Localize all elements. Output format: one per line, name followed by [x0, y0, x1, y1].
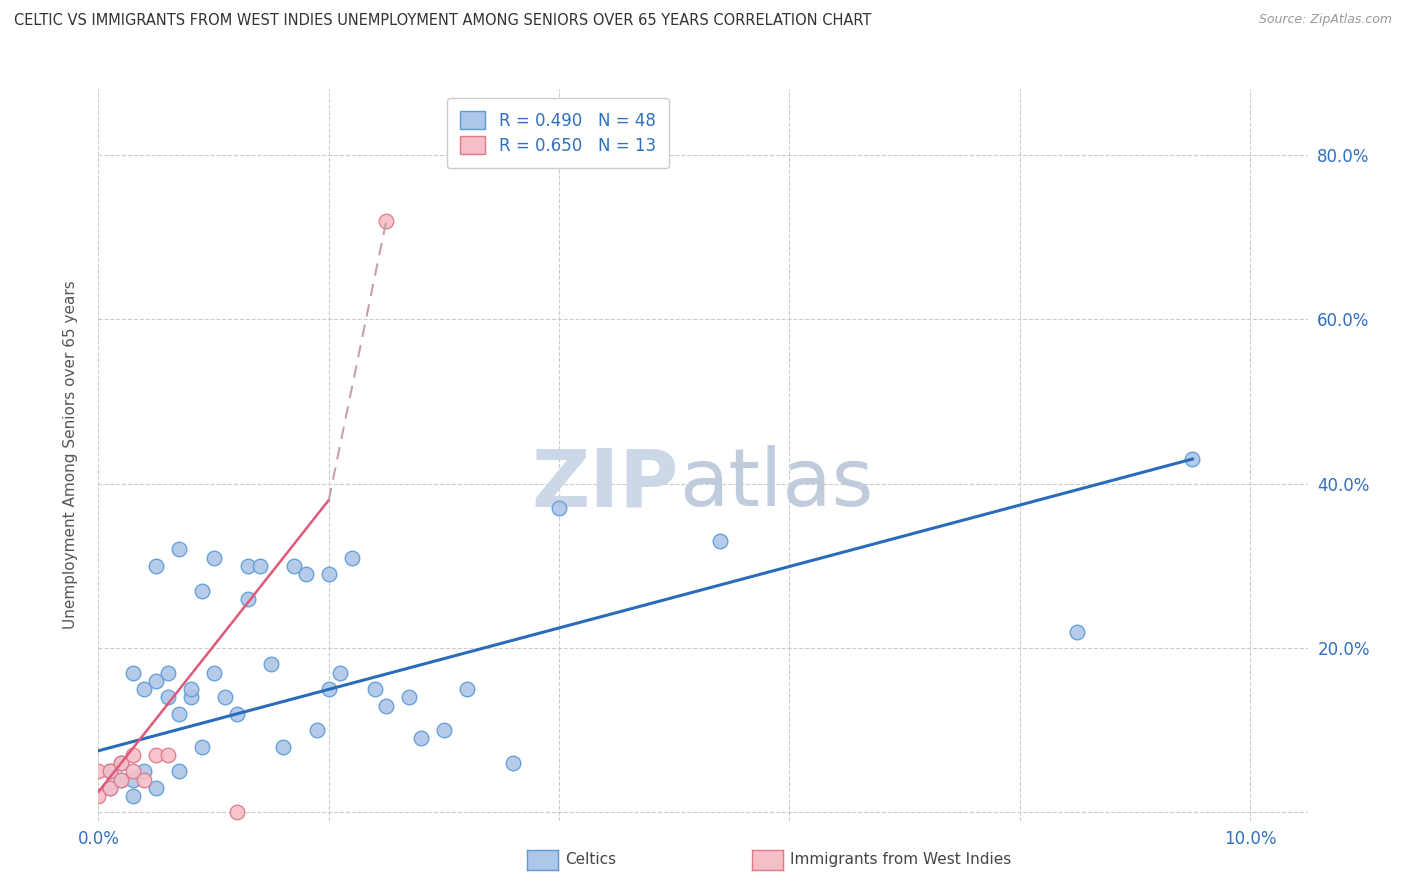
- Point: [294, 567, 316, 582]
- Y-axis label: Unemployment Among Seniors over 65 years: Unemployment Among Seniors over 65 years: [63, 281, 77, 629]
- Point: [110, 756, 132, 771]
- Point: [409, 731, 432, 746]
- Point: [398, 690, 420, 705]
- Point: [167, 706, 190, 721]
- Point: [145, 673, 167, 688]
- Text: Immigrants from West Indies: Immigrants from West Indies: [790, 853, 1011, 867]
- Point: [87, 764, 110, 779]
- Text: atlas: atlas: [679, 445, 873, 524]
- Point: [283, 558, 305, 573]
- Point: [122, 665, 145, 680]
- Point: [329, 665, 352, 680]
- Point: [145, 780, 167, 795]
- Point: [318, 567, 340, 582]
- Point: [225, 805, 247, 820]
- Point: [548, 501, 571, 516]
- Point: [340, 550, 363, 565]
- Point: [110, 772, 132, 787]
- Point: [1181, 452, 1204, 467]
- Point: [225, 706, 247, 721]
- Point: [364, 682, 387, 697]
- Point: [307, 723, 329, 738]
- Point: [236, 591, 259, 606]
- Point: [180, 682, 202, 697]
- Point: [271, 739, 294, 754]
- Point: [122, 764, 145, 779]
- Point: [191, 739, 214, 754]
- Point: [191, 583, 214, 598]
- Text: CELTIC VS IMMIGRANTS FROM WEST INDIES UNEMPLOYMENT AMONG SENIORS OVER 65 YEARS C: CELTIC VS IMMIGRANTS FROM WEST INDIES UN…: [14, 13, 872, 29]
- Point: [167, 542, 190, 557]
- Point: [236, 558, 259, 573]
- Point: [110, 772, 132, 787]
- Point: [456, 682, 478, 697]
- Point: [98, 764, 121, 779]
- Point: [122, 789, 145, 803]
- Point: [318, 682, 340, 697]
- Point: [375, 698, 398, 713]
- Legend: R = 0.490   N = 48, R = 0.650   N = 13: R = 0.490 N = 48, R = 0.650 N = 13: [447, 97, 669, 169]
- Point: [502, 756, 524, 771]
- Point: [122, 772, 145, 787]
- Text: Source: ZipAtlas.com: Source: ZipAtlas.com: [1258, 13, 1392, 27]
- Point: [134, 772, 156, 787]
- Point: [156, 690, 179, 705]
- Point: [156, 747, 179, 762]
- Text: Celtics: Celtics: [565, 853, 616, 867]
- Point: [87, 789, 110, 803]
- Point: [156, 665, 179, 680]
- Point: [249, 558, 271, 573]
- Point: [433, 723, 456, 738]
- Point: [260, 657, 283, 672]
- Point: [145, 558, 167, 573]
- Point: [709, 534, 731, 549]
- Point: [145, 747, 167, 762]
- Point: [134, 682, 156, 697]
- Point: [134, 764, 156, 779]
- Point: [1066, 624, 1088, 639]
- Point: [110, 756, 132, 771]
- Point: [214, 690, 236, 705]
- Text: ZIP: ZIP: [531, 445, 679, 524]
- Point: [98, 764, 121, 779]
- Point: [202, 665, 225, 680]
- Point: [98, 780, 121, 795]
- Point: [167, 764, 190, 779]
- Point: [202, 550, 225, 565]
- Point: [180, 690, 202, 705]
- Point: [122, 747, 145, 762]
- Point: [375, 213, 398, 227]
- Point: [98, 780, 121, 795]
